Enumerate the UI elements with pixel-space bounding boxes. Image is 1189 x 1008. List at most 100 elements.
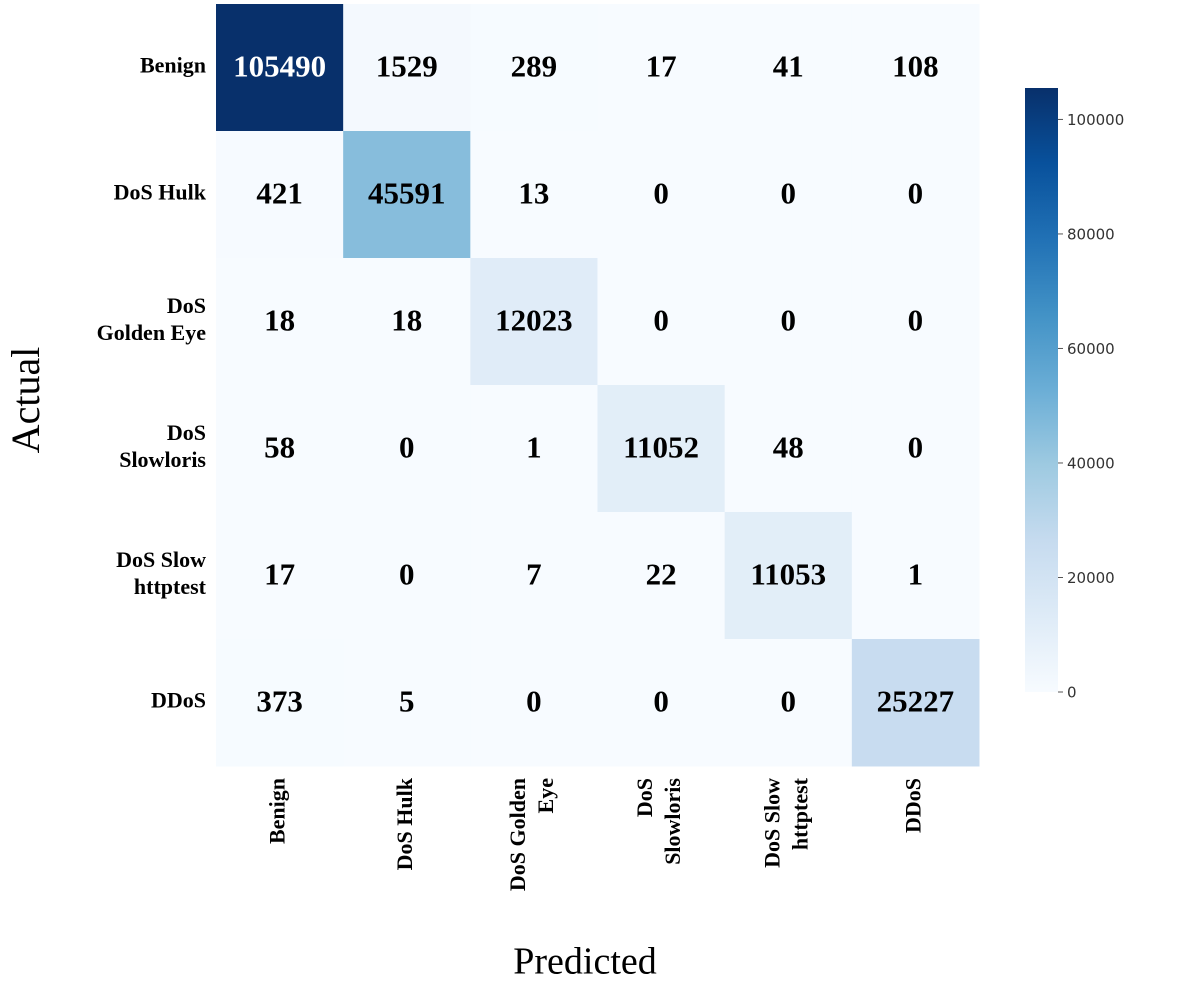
x-tick-label: DoS [632, 778, 657, 817]
cell [851, 639, 980, 767]
cell [724, 639, 853, 767]
cell [724, 258, 853, 386]
cell-label: 0 [526, 684, 542, 719]
colorbar-tick-label: 80000 [1067, 225, 1115, 243]
x-tick-label: DoS Slow [759, 778, 784, 868]
colorbar-tick-label: 60000 [1067, 340, 1115, 358]
colorbar-tick-label: 40000 [1067, 454, 1115, 472]
cell [724, 512, 853, 640]
cell [343, 258, 471, 386]
colorbar [1025, 88, 1058, 692]
x-tick-label: httptest [787, 777, 812, 850]
cell-label: 0 [399, 557, 415, 592]
y-axis-title: Actual [3, 347, 48, 454]
cell [851, 258, 980, 386]
cell-label: 58 [264, 430, 295, 465]
cell-label: 0 [653, 684, 669, 719]
cell [597, 4, 726, 132]
cell-label: 13 [518, 176, 549, 211]
cell-label: 1 [908, 557, 924, 592]
cell-label: 11053 [750, 557, 826, 592]
cell [216, 4, 344, 132]
cell [216, 385, 344, 513]
cell-label: 0 [653, 303, 669, 338]
cell [343, 639, 471, 767]
cell [724, 385, 853, 513]
cell-label: 0 [908, 303, 924, 338]
y-tick-label: DoS Hulk [114, 180, 207, 205]
y-tick-label: Benign [140, 53, 206, 78]
cell-label: 0 [653, 176, 669, 211]
cell [470, 4, 598, 132]
cell [851, 385, 980, 513]
y-tick-label: httptest [134, 574, 207, 599]
cell-label: 0 [908, 176, 924, 211]
cell [343, 131, 471, 259]
cell-label: 0 [781, 303, 797, 338]
cell [343, 512, 471, 640]
cell [470, 512, 598, 640]
x-tick-label: DoS Hulk [392, 777, 417, 870]
cell-label: 25227 [877, 684, 955, 719]
cell-label: 105490 [233, 49, 326, 84]
x-axis-title: Predicted [513, 941, 657, 983]
cell [851, 131, 980, 259]
cell-label: 18 [264, 303, 295, 338]
cell-label: 0 [399, 430, 415, 465]
x-tick-label: Slowloris [660, 778, 685, 865]
cell-label: 0 [908, 430, 924, 465]
y-tick-label: DoS [167, 420, 206, 445]
x-tick-label: DDoS [900, 778, 925, 833]
cell [597, 512, 726, 640]
cell-label: 108 [892, 49, 939, 84]
cell-label: 1529 [376, 49, 438, 84]
x-tick-label: Benign [265, 778, 290, 844]
cell-label: 0 [781, 176, 797, 211]
cell-label: 18 [391, 303, 422, 338]
y-tick-label: Golden Eye [97, 320, 207, 345]
cell-label: 7 [526, 557, 542, 592]
cell-label: 0 [781, 684, 797, 719]
cell-label: 289 [511, 49, 558, 84]
cell-label: 45591 [368, 176, 446, 211]
y-tick-label: DoS [167, 293, 206, 318]
y-tick-label: DDoS [151, 688, 206, 713]
cell [470, 131, 598, 259]
cell [597, 131, 726, 259]
cell-label: 1 [526, 430, 542, 465]
cell-label: 12023 [495, 303, 573, 338]
cell [343, 4, 471, 132]
cell [470, 258, 598, 386]
y-tick-label: Slowloris [119, 447, 206, 472]
cell-label: 41 [773, 49, 804, 84]
cell [216, 639, 344, 767]
cell-label: 17 [646, 49, 677, 84]
cell [724, 4, 853, 132]
cell-label: 5 [399, 684, 415, 719]
cell [216, 512, 344, 640]
cell [470, 639, 598, 767]
colorbar-tick-label: 20000 [1067, 569, 1115, 587]
y-tick-label: DoS Slow [116, 547, 206, 572]
cell [851, 4, 980, 132]
cell-label: 11052 [623, 430, 699, 465]
cell [216, 258, 344, 386]
cell [724, 131, 853, 259]
cell [851, 512, 980, 640]
cell-label: 17 [264, 557, 295, 592]
cell-label: 22 [646, 557, 677, 592]
cell-label: 373 [256, 684, 303, 719]
cell-label: 48 [773, 430, 804, 465]
x-tick-label: Eye [533, 778, 558, 814]
cell [597, 258, 726, 386]
cell [343, 385, 471, 513]
cell [597, 385, 726, 513]
x-tick-label: DoS Golden [505, 778, 530, 891]
colorbar-tick-label: 100000 [1067, 111, 1124, 129]
cell [597, 639, 726, 767]
cell [470, 385, 598, 513]
cell [216, 131, 344, 259]
cell-label: 421 [256, 176, 303, 211]
colorbar-tick-label: 0 [1067, 684, 1077, 702]
